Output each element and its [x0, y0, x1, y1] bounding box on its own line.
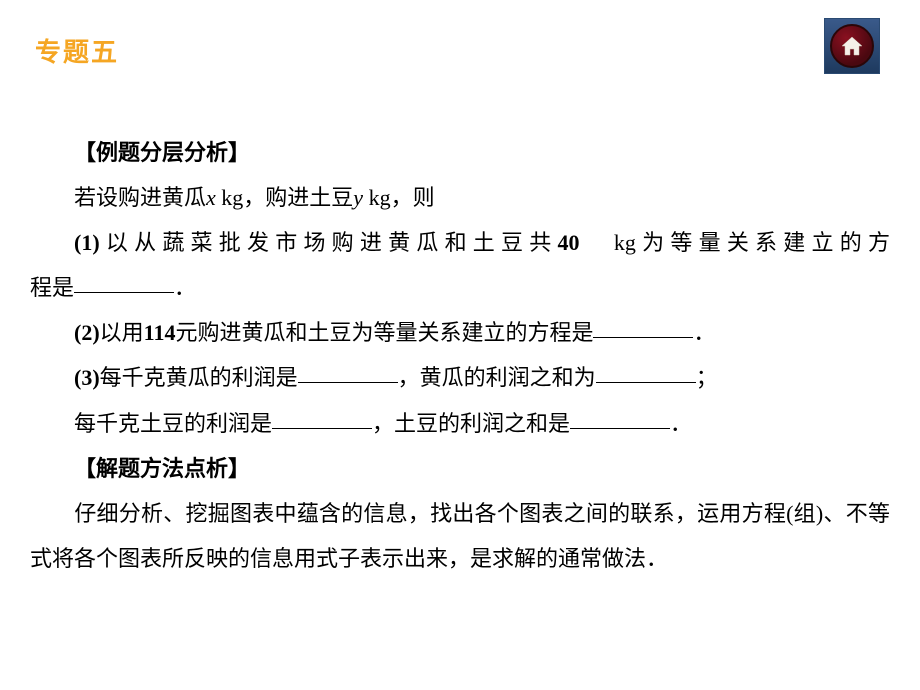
q2-b: 元购进黄瓜和土豆为等量关系建立的方程是: [175, 320, 593, 345]
unit2: kg: [363, 185, 391, 210]
q2-line: (2)以用114元购进黄瓜和土豆为等量关系建立的方程是 ．: [30, 310, 890, 355]
semi: ；: [696, 365, 718, 390]
q3-d: ，土豆的利润之和是: [372, 411, 570, 436]
blank-2: [593, 316, 693, 338]
home-circle: [830, 24, 874, 68]
q2-a: 以用: [100, 320, 144, 345]
home-button[interactable]: [824, 18, 880, 74]
section2-heading: 【解题方法点析】: [30, 446, 890, 491]
home-icon: [840, 35, 864, 57]
q3-c: 每千克土豆的利润是: [74, 411, 272, 436]
q3-b: ，黄瓜的利润之和为: [398, 365, 596, 390]
var-y: y: [353, 185, 363, 210]
intro-b: ，购进土豆: [243, 185, 353, 210]
section2-body: 仔细分析、挖掘图表中蕴含的信息，找出各个图表之间的联系，运用方程(组)、不等式将…: [30, 491, 890, 581]
s2-mid: 组: [793, 501, 816, 526]
q3-a: 每千克黄瓜的利润是: [100, 365, 298, 390]
p3: ．: [670, 411, 692, 436]
q2-val: 114: [144, 320, 176, 345]
blank-4: [596, 361, 696, 383]
q3-line1: (3)每千克黄瓜的利润是 ，黄瓜的利润之和为 ；: [30, 355, 890, 400]
q3-num: (3): [74, 365, 100, 390]
topic-title: 专题五: [35, 32, 119, 69]
blank-6: [570, 407, 670, 429]
intro-c: ，则: [391, 185, 435, 210]
intro-a: 若设购进黄瓜: [74, 185, 206, 210]
q3-line2: 每千克土豆的利润是 ，土豆的利润之和是 ．: [30, 401, 890, 446]
section1-heading: 【例题分层分析】: [30, 130, 890, 175]
q2-num: (2): [74, 320, 100, 345]
var-x: x: [206, 185, 216, 210]
q1-line: (1)以从蔬菜批发市场购进黄瓜和土豆共40 kg为等量关系建立的方程是．: [30, 220, 890, 310]
content-area: 【例题分层分析】 若设购进黄瓜x kg，购进土豆y kg，则 (1)以从蔬菜批发…: [30, 130, 890, 581]
intro-line: 若设购进黄瓜x kg，购进土豆y kg，则: [30, 175, 890, 220]
unit1: kg: [216, 185, 244, 210]
blank-3: [298, 361, 398, 383]
s2-a: 仔细分析、挖掘图表中蕴含的信息，找出各个图表之间的联系，运用方程: [74, 501, 786, 526]
blank-5: [272, 407, 372, 429]
p2: ．: [693, 320, 715, 345]
